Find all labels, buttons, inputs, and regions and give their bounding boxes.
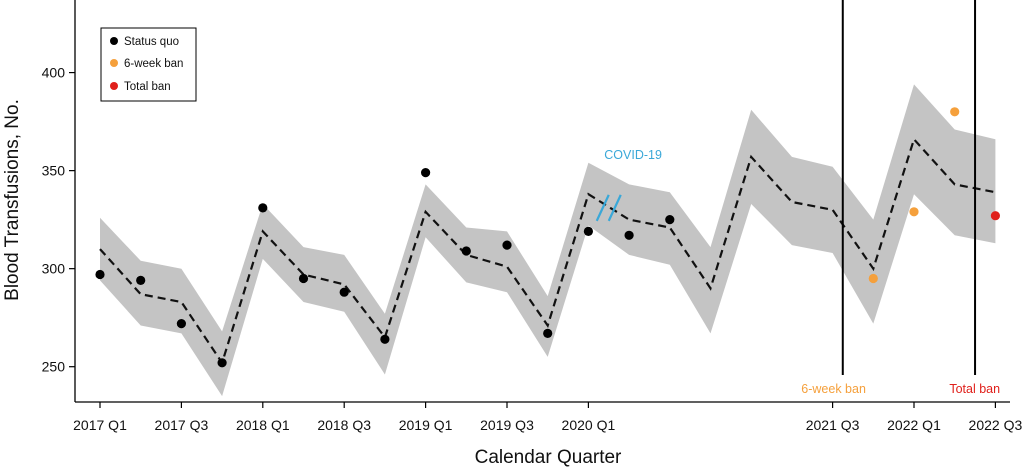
annotation-covid-19: COVID-19: [604, 148, 662, 162]
point-6-week-ban-2022-Q2: [950, 107, 960, 117]
point-status-quo-2019-Q4: [543, 328, 553, 338]
point-6-week-ban-2022-Q1: [909, 207, 919, 217]
x-tick-label-2017-Q1: 2017 Q1: [73, 417, 127, 433]
point-status-quo-2017-Q3: [176, 319, 186, 329]
x-tick-label-2019-Q3: 2019 Q3: [480, 417, 534, 433]
point-status-quo-2020-Q3: [665, 215, 675, 225]
legend-marker-total-ban: [110, 82, 118, 90]
y-tick-label-250: 250: [42, 359, 66, 375]
axes-layer: 250 300 350 400 2017 Q1 2017 Q3 2018 Q1 2018 Q3…: [42, 0, 1023, 433]
annotation-total-ban: Total ban: [949, 382, 1000, 396]
prediction-interval-band: [100, 84, 996, 397]
prediction-mean-line: [99, 137, 996, 366]
x-tick-label-2022-Q1: 2022 Q1: [887, 417, 941, 433]
x-tick-label-2018-Q3: 2018 Q3: [317, 417, 371, 433]
covid-break-mark-2: [607, 194, 622, 222]
observed-points-layer: [95, 107, 1001, 368]
y-tick-label-350: 350: [42, 163, 66, 179]
x-tick-label-2019-Q1: 2019 Q1: [399, 417, 453, 433]
y-axis-title: Blood Transfusions, No.: [2, 99, 23, 301]
x-axis-title: Calendar Quarter: [475, 447, 622, 468]
point-total-ban-2022-Q3: [990, 211, 1001, 221]
point-status-quo-2019-Q2: [461, 246, 471, 256]
x-tick-label-2021-Q3: 2021 Q3: [806, 417, 860, 433]
point-status-quo-2017-Q1: [95, 269, 105, 280]
x-tick-label-2022-Q3: 2022 Q3: [969, 417, 1023, 433]
covid-break-mark-1: [595, 194, 610, 222]
point-status-quo-2017-Q4: [217, 358, 227, 368]
policy-lines-layer: [841, 0, 977, 375]
point-status-quo-2018-Q3: [339, 287, 349, 297]
legend-label-6-week-ban: 6-week ban: [124, 58, 183, 70]
legend-label-status-quo: Status quo: [124, 36, 179, 48]
prediction-mean-layer: [99, 137, 996, 366]
legend-marker-6-week-ban: [110, 59, 118, 67]
point-status-quo-2019-Q1: [421, 168, 431, 178]
point-status-quo-2020-Q2: [624, 230, 634, 240]
y-tick-label-400: 400: [42, 65, 66, 81]
x-tick-label-2020-Q1: 2020 Q1: [562, 417, 616, 433]
annotations-layer: COVID-19 6-week ban Total ban: [595, 148, 1000, 396]
point-status-quo-2018-Q4: [380, 334, 390, 344]
point-6-week-ban-2021-Q4: [868, 273, 878, 284]
annotation-6-week-ban: 6-week ban: [801, 382, 866, 396]
point-status-quo-2017-Q2: [136, 275, 146, 285]
point-status-quo-2020-Q1: [583, 226, 594, 236]
point-status-quo-2018-Q1: [258, 203, 268, 213]
y-tick-label-300: 300: [42, 261, 66, 277]
x-tick-label-2018-Q1: 2018 Q1: [236, 417, 290, 433]
x-tick-label-2017-Q3: 2017 Q3: [155, 417, 209, 433]
legend-marker-status-quo: [110, 37, 118, 45]
point-status-quo-2018-Q2: [298, 273, 309, 284]
prediction-interval-layer: [100, 84, 996, 397]
point-status-quo-2019-Q3: [502, 240, 512, 250]
legend-label-total-ban: Total ban: [124, 81, 171, 93]
legend: Status quo 6-week ban Total ban: [100, 27, 197, 102]
